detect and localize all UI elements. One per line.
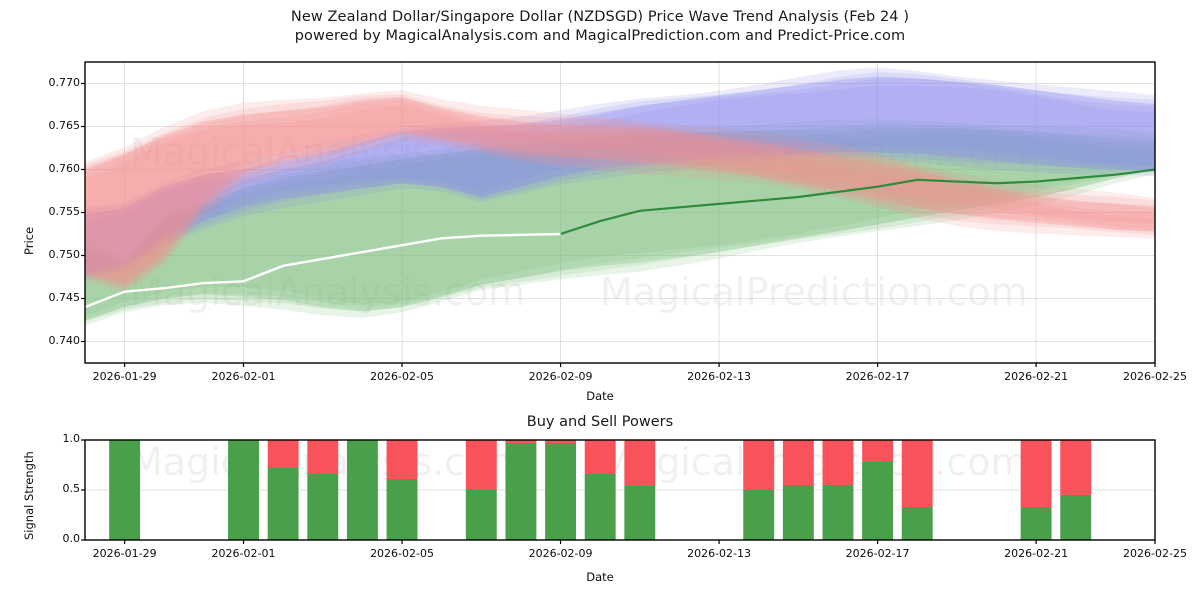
buy-power-bar — [346, 440, 378, 540]
y-tick-label: 0.765 — [48, 118, 81, 132]
buy-power-bar — [1020, 507, 1052, 540]
buy-power-bar — [228, 440, 259, 540]
buy-power-bar — [109, 440, 141, 540]
sell-power-bar — [624, 440, 656, 486]
buy-power-bar — [901, 507, 933, 540]
svg-text:MagicalAnalysis.com: MagicalAnalysis.com — [130, 130, 525, 174]
x-tick-label: 2026-02-21 — [1004, 370, 1069, 383]
gridlines — [85, 62, 1156, 363]
buy-power-bar — [822, 485, 854, 540]
price-axis-label: Price — [22, 226, 36, 255]
bar-x-tick-label: 2026-02-21 — [1004, 547, 1069, 560]
page-title: New Zealand Dollar/Singapore Dollar (NZD… — [0, 8, 1200, 46]
y-tick-label: 0.750 — [48, 247, 81, 261]
title-line-2: powered by MagicalAnalysis.com and Magic… — [294, 28, 906, 44]
buy-power-bar — [743, 490, 775, 540]
bar-x-tick-label: 2026-02-05 — [370, 547, 434, 560]
historical-price-line — [84, 232, 561, 309]
y-tick-label: 0.745 — [48, 290, 81, 304]
title-line-1: New Zealand Dollar/Singapore Dollar (NZD… — [290, 9, 910, 25]
x-tick-label: 2026-02-05 — [370, 370, 434, 383]
sell-power-bar — [862, 440, 894, 462]
bar-y-tick-label: 0.0 — [62, 532, 81, 545]
date-axis-label-bars: Date — [586, 570, 614, 584]
sell-power-bar — [267, 440, 299, 468]
sell-power-bar — [822, 440, 854, 485]
buy-power-bar — [465, 490, 497, 540]
bar-x-tick-label: 2026-02-01 — [211, 547, 276, 560]
sell-power-bar — [307, 440, 339, 474]
sell-power-bar — [1020, 440, 1052, 507]
x-tick-label: 2026-02-17 — [845, 370, 910, 383]
sell-power-bar — [743, 440, 775, 490]
bar-x-tick-label: 2026-01-29 — [92, 547, 157, 560]
x-tick-label: 2026-01-29 — [92, 370, 157, 383]
sell-power-bar — [505, 440, 537, 443]
bar-y-tick-label: 1.0 — [62, 432, 81, 445]
sell-power-bar — [782, 440, 814, 485]
buy-power-bar — [624, 486, 656, 540]
sell-power-bar — [465, 440, 497, 490]
blue-wave-band — [85, 67, 1155, 280]
sell-power-bar — [545, 440, 577, 443]
bar-x-tick-label: 2026-02-17 — [845, 547, 910, 560]
y-tick-label: 0.760 — [48, 161, 81, 175]
price-wave-chart: MagicalAnalysis.com MagicalPrediction.com… — [81, 61, 1156, 367]
buy-power-bar — [782, 485, 814, 540]
buy-power-bar — [267, 468, 299, 540]
buy-power-bar — [584, 474, 616, 540]
buy-power-bar — [505, 443, 537, 540]
buy-power-bar — [862, 462, 894, 540]
y-tick-label: 0.755 — [48, 204, 81, 218]
buy-power-bar — [307, 474, 339, 540]
y-tick-label: 0.770 — [48, 75, 81, 89]
bar-y-tick-label: 0.5 — [62, 482, 81, 495]
x-tick-label: 2026-02-09 — [528, 370, 593, 383]
buy-sell-title: Buy and Sell Powers — [526, 414, 674, 430]
bar-x-tick-label: 2026-02-09 — [528, 547, 593, 560]
signal-strength-axis-label: Signal Strength — [22, 451, 36, 540]
date-axis-label-main: Date — [586, 389, 614, 403]
y-tick-label: 0.740 — [48, 333, 81, 347]
bar-x-tick-label: 2026-02-13 — [687, 547, 752, 560]
bar-x-tick-label: 2026-02-25 — [1123, 547, 1187, 560]
sell-power-bar — [1060, 440, 1092, 495]
svg-text:MagicalPrediction.com: MagicalPrediction.com — [600, 130, 1028, 174]
bar-group — [109, 440, 1092, 540]
red-wave-band — [85, 90, 1155, 293]
watermark-group: MagicalAnalysis.com MagicalPrediction.com… — [130, 130, 1028, 314]
buy-power-bar — [386, 479, 418, 540]
forecast-price-line — [560, 168, 1156, 236]
x-tick-label: 2026-02-01 — [211, 370, 276, 383]
svg-text:MagicalAnalysis.com: MagicalAnalysis.com — [130, 270, 525, 314]
x-tick-label: 2026-02-25 — [1123, 370, 1187, 383]
svg-text:MagicalPrediction.com: MagicalPrediction.com — [600, 270, 1028, 314]
sell-power-bar — [386, 440, 418, 479]
buy-power-bar — [545, 443, 577, 540]
buy-power-bar — [1060, 495, 1092, 540]
sell-power-bar — [901, 440, 933, 507]
green-wave-band — [85, 119, 1155, 326]
sell-power-bar — [584, 440, 616, 474]
x-tick-label: 2026-02-13 — [687, 370, 752, 383]
